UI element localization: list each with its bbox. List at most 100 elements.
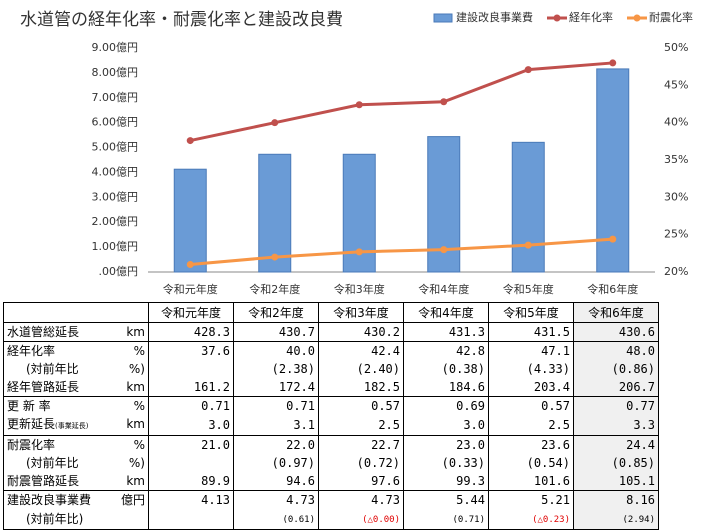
value-cell: (2.38) bbox=[233, 360, 319, 378]
value-cell: 42.8 bbox=[403, 341, 489, 360]
value-cell: 161.2 bbox=[148, 378, 234, 397]
cell-value: (0.72) bbox=[356, 456, 400, 470]
row-label-cell: 経年管路延長 km bbox=[3, 378, 149, 397]
value-cell: 24.4 bbox=[573, 435, 659, 454]
header-cell: 令和6年度 bbox=[573, 302, 659, 323]
cell-value: 23.6 bbox=[541, 438, 570, 452]
value-cell bbox=[148, 454, 234, 472]
table-row: (対前年比%) (0.97) (0.72) (0.33) (0.54) (0.85) bbox=[3, 454, 659, 472]
value-cell: 430.7 bbox=[233, 322, 319, 342]
y-tick-label: .00億円 bbox=[99, 265, 139, 278]
value-cell: (2.94) bbox=[573, 509, 659, 530]
row-label: 水道管総延長 bbox=[7, 325, 80, 339]
cell-value: 89.9 bbox=[201, 474, 230, 488]
cell-value: 0.71 bbox=[286, 399, 315, 413]
cell-value: 5.21 bbox=[541, 493, 570, 507]
cell-value: 3.0 bbox=[208, 418, 230, 432]
value-cell: 2.5 bbox=[488, 415, 574, 436]
cell-value: 4.73 bbox=[286, 493, 315, 507]
cell-value: 3.3 bbox=[633, 418, 655, 432]
cell-value: 2.5 bbox=[548, 418, 570, 432]
y-tick-label: 4.00億円 bbox=[92, 165, 139, 178]
row-note: (事業延長) bbox=[55, 422, 89, 430]
row-label: (対前年比) bbox=[26, 512, 84, 526]
y2-tick-label: 50% bbox=[664, 41, 688, 54]
cell-value: 105.1 bbox=[618, 474, 655, 488]
cell-value: (△0.23) bbox=[532, 515, 570, 525]
header-cell: 令和3年度 bbox=[318, 302, 404, 323]
table-row: 経年化率% 37.6 40.0 42.4 42.8 47.1 48.0 bbox=[3, 341, 659, 360]
y2-tick-label: 40% bbox=[664, 116, 688, 129]
cell-value: 0.69 bbox=[456, 399, 485, 413]
value-cell: (4.33) bbox=[488, 360, 574, 378]
corner-cell bbox=[3, 302, 149, 323]
value-cell: 40.0 bbox=[233, 341, 319, 360]
row-unit: km bbox=[126, 380, 145, 394]
y2-tick-label: 30% bbox=[664, 190, 688, 203]
value-cell: (0.71) bbox=[403, 509, 489, 530]
cell-value: 172.4 bbox=[278, 380, 315, 394]
table-row: 建設改良事業費 億円 4.13 4.73 4.73 5.44 5.21 8.16 bbox=[3, 490, 659, 509]
row-unit: km bbox=[126, 474, 145, 488]
cell-value: 203.4 bbox=[533, 380, 570, 394]
cell-value: 430.6 bbox=[618, 325, 655, 339]
value-cell: 4.73 bbox=[318, 490, 404, 509]
cell-value: 3.0 bbox=[463, 418, 485, 432]
cell-value: (2.94) bbox=[622, 515, 655, 525]
value-cell: 23.6 bbox=[488, 435, 574, 454]
cell-value: 4.73 bbox=[371, 493, 400, 507]
line-marker bbox=[355, 248, 363, 256]
line-series bbox=[189, 61, 613, 143]
row-label-cell: (対前年比%) bbox=[3, 360, 149, 378]
cell-value: (2.40) bbox=[356, 362, 400, 376]
bar bbox=[258, 153, 292, 273]
row-label-cell: 水道管総延長 km bbox=[3, 322, 149, 342]
value-cell: 172.4 bbox=[233, 378, 319, 397]
table-row: 耐震管路延長 km 89.9 94.6 97.6 99.3 101.6 105.1 bbox=[3, 472, 659, 491]
value-cell: 4.73 bbox=[233, 490, 319, 509]
row-label-cell: (対前年比) bbox=[3, 509, 149, 530]
line-marker bbox=[271, 119, 279, 127]
value-cell: 8.16 bbox=[573, 490, 659, 509]
cell-value: 97.6 bbox=[371, 474, 400, 488]
y2-tick-label: 45% bbox=[664, 78, 688, 91]
cell-value: 3.1 bbox=[293, 418, 315, 432]
cell-value: 22.7 bbox=[371, 438, 400, 452]
row-label-cell: 建設改良事業費 億円 bbox=[3, 490, 149, 509]
table-row: 更 新 率% 0.71 0.71 0.57 0.69 0.57 0.77 bbox=[3, 396, 659, 415]
header-cell: 令和元年度 bbox=[148, 302, 234, 323]
cell-value: 40.0 bbox=[286, 344, 315, 358]
line-marker bbox=[524, 241, 532, 249]
value-cell: 2.5 bbox=[318, 415, 404, 436]
table-row: 水道管総延長 km 428.3 430.7 430.2 431.3 431.5 430.6 bbox=[3, 322, 659, 342]
header-cell: 令和5年度 bbox=[488, 302, 574, 323]
cell-value: 99.3 bbox=[456, 474, 485, 488]
value-cell: 0.71 bbox=[148, 396, 234, 415]
cell-value: 0.71 bbox=[201, 399, 230, 413]
value-cell: 3.3 bbox=[573, 415, 659, 436]
y2-tick-label: 25% bbox=[664, 228, 688, 241]
row-label: 耐震化率 bbox=[7, 438, 56, 452]
cell-value: (0.61) bbox=[282, 515, 315, 525]
value-cell: (0.38) bbox=[403, 360, 489, 378]
value-cell: 3.1 bbox=[233, 415, 319, 436]
value-cell: (0.97) bbox=[233, 454, 319, 472]
value-cell: 182.5 bbox=[318, 378, 404, 397]
x-tick-label: 令和元年度 bbox=[163, 282, 218, 296]
value-cell: 4.13 bbox=[148, 490, 234, 509]
y-tick-label: 9.00億円 bbox=[92, 41, 139, 54]
value-cell: 48.0 bbox=[573, 341, 659, 360]
cell-value: 94.6 bbox=[286, 474, 315, 488]
value-cell: 0.57 bbox=[488, 396, 574, 415]
value-cell: 3.0 bbox=[403, 415, 489, 436]
line-marker bbox=[440, 98, 448, 106]
value-cell: (0.61) bbox=[233, 509, 319, 530]
value-cell: 42.4 bbox=[318, 341, 404, 360]
value-cell bbox=[148, 509, 234, 530]
value-cell: (0.54) bbox=[488, 454, 574, 472]
legend-swatch bbox=[553, 14, 561, 22]
value-cell: (2.40) bbox=[318, 360, 404, 378]
header-cell: 令和2年度 bbox=[233, 302, 319, 323]
cell-value: 184.6 bbox=[448, 380, 485, 394]
